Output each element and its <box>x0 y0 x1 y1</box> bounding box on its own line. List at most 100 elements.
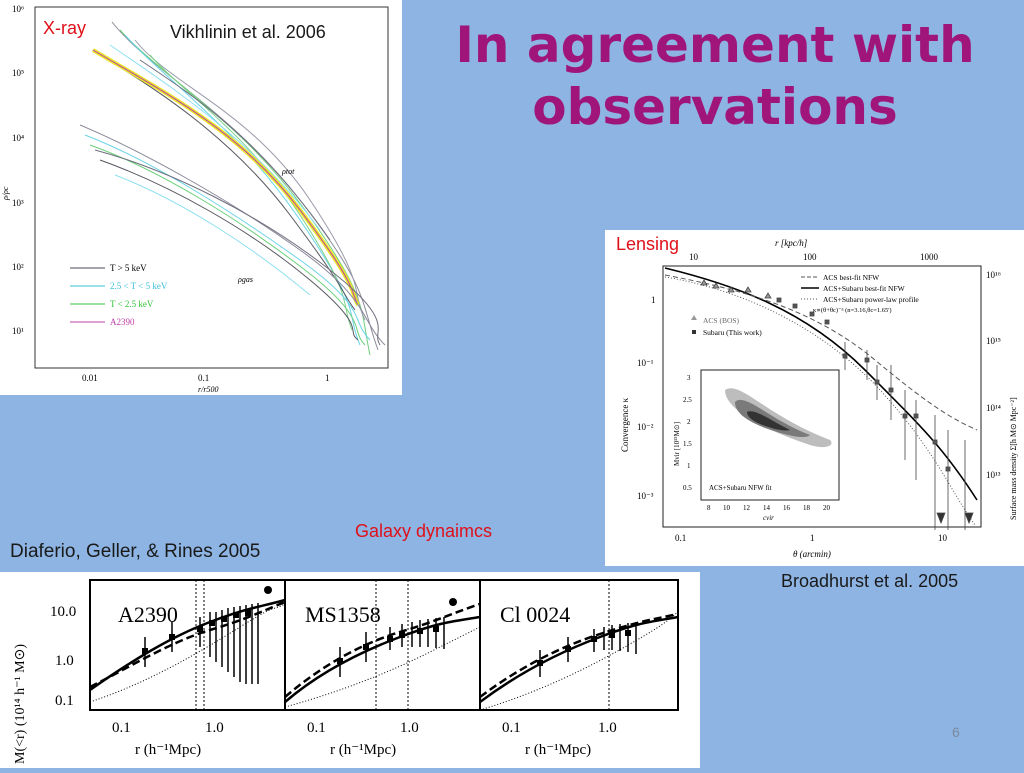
lensing-nfw-combined-curve <box>664 267 978 501</box>
lensing-inset-ytick: 3 <box>687 374 691 382</box>
lensing-xlabel: θ (arcmin) <box>793 549 831 559</box>
lensing-inset-xtick: 20 <box>823 504 831 512</box>
lensing-inset-ytick: 1.5 <box>683 440 692 448</box>
xray-rho-tot-label: ρtot <box>281 167 295 176</box>
lensing-inset-best-fit-marker: × <box>761 432 766 442</box>
lensing-right-tick: 10¹⁶ <box>986 270 1001 280</box>
lensing-top-tick: 1000 <box>920 252 939 262</box>
page-number: 6 <box>952 724 960 740</box>
dynamics-xtick: 0.1 <box>112 720 131 736</box>
dynamics-ytick: 1.0 <box>55 653 74 669</box>
xray-total-curves <box>99 21 379 356</box>
lensing-legend-line: ACS+Subaru best-fit NFW <box>823 284 906 293</box>
lensing-xtick: 0.1 <box>675 533 686 543</box>
xray-rho-gas-label: ρgas <box>237 275 253 284</box>
lensing-ytick: 10⁻³ <box>637 491 654 501</box>
xray-ylabel: ρ/ρc <box>1 186 10 201</box>
lensing-inset-xtick: 12 <box>743 504 751 512</box>
xray-frame <box>34 6 389 369</box>
xray-plot: 10⁶ 10⁵ 10⁴ 10³ 10² 10¹ 0.01 0.1 1 r/r50… <box>1 4 389 394</box>
lensing-right-tick: 10¹⁵ <box>986 336 1001 346</box>
lensing-inset-xtick: 16 <box>783 504 791 512</box>
dynamics-plot: M(<r) (10¹⁴ h⁻¹ M⊙) 10.0 1.0 0.1 A2390 <box>13 579 679 764</box>
lensing-inset-ytick: 0.5 <box>683 484 692 492</box>
dynamics-xtick: 1.0 <box>205 720 224 736</box>
dynamics-xtick: 0.1 <box>502 720 521 736</box>
dynamics-citation: Diaferio, Geller, & Rines 2005 <box>10 541 261 562</box>
lensing-label: Lensing <box>616 234 680 254</box>
lensing-right-tick: 10¹³ <box>986 470 1001 480</box>
dynamics-ytick: 0.1 <box>55 693 74 709</box>
lensing-citation: Broadhurst et al. 2005 <box>781 571 959 591</box>
xray-xlabel: r/r500 <box>198 385 218 394</box>
lensing-ytick: 1 <box>651 295 656 305</box>
lensing-inset-xlabel: cvir <box>763 514 774 522</box>
lensing-figure: r [kpc/h] 10 100 1000 0.1 1 10 θ (arcmin… <box>605 230 1024 566</box>
xray-legend-label: 2.5 < T < 5 keV <box>110 281 168 291</box>
dynamics-panel-name: MS1358 <box>305 602 381 627</box>
lensing-ytick: 10⁻¹ <box>637 358 654 368</box>
dynamics-xlabel: r (h⁻¹Mpc) <box>135 742 201 758</box>
xray-label: X-ray <box>43 18 87 38</box>
lensing-plot: r [kpc/h] 10 100 1000 0.1 1 10 θ (arcmin… <box>620 238 1018 559</box>
lensing-ytick: 10⁻² <box>637 422 654 432</box>
xray-ytick: 10⁵ <box>12 68 24 78</box>
lensing-legend-line: ACS+Subaru power-law profile <box>823 295 919 304</box>
lensing-legend-line: κ∝(θ+θc)⁻ⁿ (n=3.16,θc=1.65') <box>813 307 892 314</box>
lensing-inset: × ACS+Subaru NFW fit 8 10 12 14 16 18 20… <box>673 369 840 522</box>
dynamics-xlabel: r (h⁻¹Mpc) <box>525 742 591 758</box>
dynamics-panel-name: Cl 0024 <box>500 602 570 627</box>
lensing-powerlaw-curve <box>664 276 976 526</box>
dynamics-xtick: 1.0 <box>598 720 617 736</box>
lensing-inset-xtick: 14 <box>763 504 771 512</box>
slide-title: In agreement with observations <box>450 14 980 138</box>
xray-xtick: 0.01 <box>82 373 98 383</box>
dynamics-panel-cl0024: Cl 0024 0.1 1.0 r (h⁻¹Mpc) <box>479 579 679 758</box>
lensing-inset-xtick: 10 <box>723 504 731 512</box>
dynamics-xtick: 0.1 <box>307 720 326 736</box>
dynamics-panel-a2390: A2390 <box>89 579 286 758</box>
lensing-legend: ACS best-fit NFW ACS+Subaru best-fit NFW… <box>691 273 919 337</box>
xray-gas-curves <box>79 124 386 346</box>
lensing-inset-ytick: 2.5 <box>683 396 692 404</box>
xray-xtick: 0.1 <box>198 373 209 383</box>
dynamics-figure: M(<r) (10¹⁴ h⁻¹ M⊙) 10.0 1.0 0.1 A2390 <box>0 572 700 768</box>
dynamics-ylabel: M(<r) (10¹⁴ h⁻¹ M⊙) <box>13 644 28 764</box>
title-line-2: observations <box>532 78 898 136</box>
lensing-inset-contour-mid <box>735 399 810 438</box>
xray-citation: Vikhlinin et al. 2006 <box>170 22 326 42</box>
dynamics-panel-ms1358: MS1358 0.1 <box>284 579 481 758</box>
xray-legend-label: T > 5 keV <box>110 263 147 273</box>
lensing-top-axis-label: r [kpc/h] <box>775 238 808 248</box>
xray-legend: T > 5 keV 2.5 < T < 5 keV T < 2.5 keV A2… <box>70 263 168 327</box>
title-line-1: In agreement with <box>455 16 975 74</box>
lensing-legend-point: Subaru (This work) <box>703 328 762 337</box>
lensing-frame <box>662 265 982 528</box>
xray-legend-label: A2390 <box>110 317 135 327</box>
xray-ytick: 10¹ <box>12 326 24 336</box>
lensing-ylabel: Convergence κ <box>620 397 630 452</box>
dynamics-xtick: 1.0 <box>400 720 419 736</box>
dynamics-xlabel: r (h⁻¹Mpc) <box>330 742 396 758</box>
xray-a2390-curve <box>92 49 359 306</box>
lensing-legend-point: ACS (BOS) <box>703 316 740 325</box>
xray-xtick: 1 <box>325 373 330 383</box>
lensing-inset-contour-inner <box>747 411 790 431</box>
lensing-top-tick: 10 <box>689 252 699 262</box>
lensing-right-tick: 10¹⁴ <box>986 403 1001 413</box>
lensing-inset-caption: ACS+Subaru NFW fit <box>709 484 772 492</box>
xray-ytick: 10² <box>12 262 24 272</box>
lensing-inset-xtick: 8 <box>707 504 711 512</box>
xray-ytick: 10⁴ <box>12 133 24 143</box>
dynamics-label: Galaxy dynaimcs <box>355 521 493 541</box>
lensing-data-points <box>700 279 974 530</box>
xray-legend-label: T < 2.5 keV <box>110 299 154 309</box>
lensing-inset-contour-outer <box>725 388 832 448</box>
lensing-legend-line: ACS best-fit NFW <box>823 273 880 282</box>
lensing-top-tick: 100 <box>803 252 817 262</box>
lensing-nfw-acs-curve <box>664 274 978 431</box>
dynamics-ytick: 10.0 <box>50 604 76 620</box>
lensing-right-label: Surface mass density Σ[h M⊙ Mpc⁻²] <box>1009 397 1018 520</box>
dynamics-panel-name: A2390 <box>118 602 178 627</box>
lensing-inset-xtick: 18 <box>803 504 811 512</box>
